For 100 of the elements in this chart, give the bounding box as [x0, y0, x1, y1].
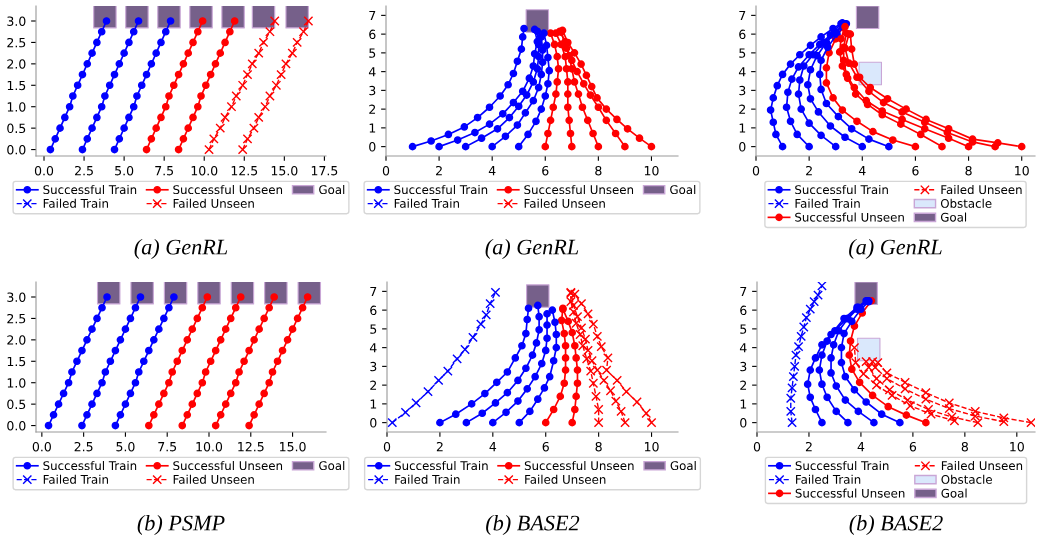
x-tick-label: 6: [542, 165, 549, 176]
legend-label: Obstacle: [941, 474, 992, 484]
y-tick-label: 2: [740, 380, 747, 390]
legend-label: Successful Unseen: [173, 184, 283, 195]
y-tick-label: 4: [739, 343, 747, 353]
x-tick-label: 10.0: [191, 165, 218, 176]
y-tick-label: 5: [369, 48, 376, 58]
text: (a) GenRL: [849, 238, 942, 260]
y-tick-label: 3.0: [7, 16, 26, 26]
x-tick-label: 2: [436, 441, 443, 452]
y-tick-label: 0.5: [7, 123, 26, 134]
y-tick-label: 7: [739, 11, 746, 21]
text: (a) GenRL: [134, 238, 228, 260]
legend-label: Successful Unseen: [795, 212, 904, 222]
y-tick-label: 3: [739, 85, 746, 96]
legend-label: Failed Unseen: [941, 460, 1023, 471]
y-tick-label: 6: [370, 305, 377, 316]
x-tick-label: 5.0: [115, 165, 134, 176]
y-tick-label: 0: [370, 418, 377, 428]
y-tick-label: 1.5: [7, 356, 26, 367]
y-tick-label: 0.5: [7, 399, 26, 410]
y-tick-label: 0: [740, 418, 747, 428]
x-tick-label: 0: [383, 441, 391, 452]
text: (b) BASE2: [849, 514, 943, 536]
legend-label: Failed Train: [796, 474, 861, 484]
y-tick-label: 3: [370, 361, 377, 372]
legend-label: Successful Unseen: [795, 488, 905, 498]
y-tick-label: 2.0: [7, 59, 26, 69]
legend-label: Failed Unseen: [524, 198, 605, 208]
y-tick-label: 2: [370, 380, 377, 390]
y-tick-label: 3.0: [7, 292, 26, 302]
x-tick-label: 10: [644, 165, 659, 176]
y-tick-label: 7: [740, 287, 747, 297]
x-tick-label: 7.5: [158, 442, 177, 452]
legend-label: Successful Train: [394, 184, 488, 195]
x-tick-label: 12.5: [238, 441, 264, 452]
legend-label: Failed Unseen: [173, 198, 254, 208]
y-tick-label: 5: [370, 324, 377, 334]
x-tick-label: 4: [858, 166, 866, 176]
x-tick-label: 5.0: [116, 441, 135, 452]
x-tick-label: 6: [542, 441, 549, 452]
y-tick-label: 0.0: [7, 421, 26, 431]
x-tick-label: 0: [753, 441, 761, 452]
x-tick-label: 2: [436, 165, 442, 176]
y-tick-label: 0: [369, 142, 376, 152]
legend-label: Failed Unseen: [941, 184, 1022, 195]
y-tick-label: 0: [739, 142, 746, 152]
x-tick-label: 4: [857, 442, 865, 452]
x-tick-label: 10: [1010, 441, 1024, 452]
text: (a) GenRL: [485, 238, 579, 260]
legend-label: Failed Train: [43, 474, 108, 484]
x-tick-label: 4: [489, 442, 497, 452]
legend-label: Obstacle: [940, 198, 992, 208]
x-tick-label: 8: [965, 165, 972, 176]
x-tick-label: 2.5: [75, 165, 93, 176]
legend-label: Failed Unseen: [525, 474, 606, 484]
x-tick-label: 8: [595, 165, 602, 176]
legend-label: Successful Train: [795, 184, 888, 195]
x-tick-label: 6: [912, 165, 919, 176]
x-tick-label: 0.0: [34, 165, 54, 176]
x-tick-label: 2: [806, 165, 812, 176]
x-tick-label: 8: [961, 441, 968, 452]
legend-label: Failed Train: [43, 198, 108, 208]
legend-label: Failed Train: [795, 198, 860, 208]
legend-label: Successful Train: [394, 460, 488, 471]
text: (b) BASE2: [486, 514, 580, 536]
y-tick-label: 1.0: [7, 378, 26, 388]
x-tick-label: 7.5: [155, 166, 174, 176]
legend-label: Successful Train: [43, 184, 137, 195]
legend-label: Failed Unseen: [173, 474, 254, 484]
x-tick-label: 8: [595, 441, 602, 452]
x-tick-label: 15.0: [280, 441, 306, 452]
y-tick-label: 0.0: [7, 145, 26, 155]
y-tick-label: 7: [369, 11, 376, 21]
y-tick-label: 3: [369, 85, 376, 96]
y-tick-label: 5: [740, 324, 747, 334]
x-tick-label: 6: [909, 441, 917, 452]
y-tick-label: 1: [740, 399, 747, 409]
legend-label: Goal: [941, 488, 967, 498]
y-tick-label: 1.5: [7, 80, 26, 91]
x-tick-label: 0: [382, 165, 390, 176]
y-tick-label: 4: [368, 67, 376, 77]
text: (b) PSMP: [137, 514, 225, 536]
legend-label: Goal: [670, 460, 696, 471]
y-tick-label: 4: [369, 343, 377, 353]
y-tick-label: 4: [738, 67, 746, 77]
legend-label: Failed Train: [395, 474, 460, 484]
legend-label: Successful Unseen: [524, 184, 634, 195]
y-tick-label: 2: [369, 104, 376, 114]
x-tick-label: 10: [1015, 165, 1029, 176]
y-tick-label: 2.5: [7, 313, 26, 324]
legend-label: Goal: [940, 212, 967, 222]
x-tick-label: 15.0: [271, 165, 298, 176]
x-tick-label: 10.0: [196, 441, 223, 452]
y-tick-label: 7: [370, 287, 377, 297]
y-tick-label: 1.0: [7, 102, 26, 112]
legend-label: Failed Train: [394, 198, 459, 208]
y-tick-label: 6: [739, 29, 746, 40]
y-tick-label: 1: [369, 123, 376, 133]
y-tick-label: 2.0: [7, 335, 26, 345]
